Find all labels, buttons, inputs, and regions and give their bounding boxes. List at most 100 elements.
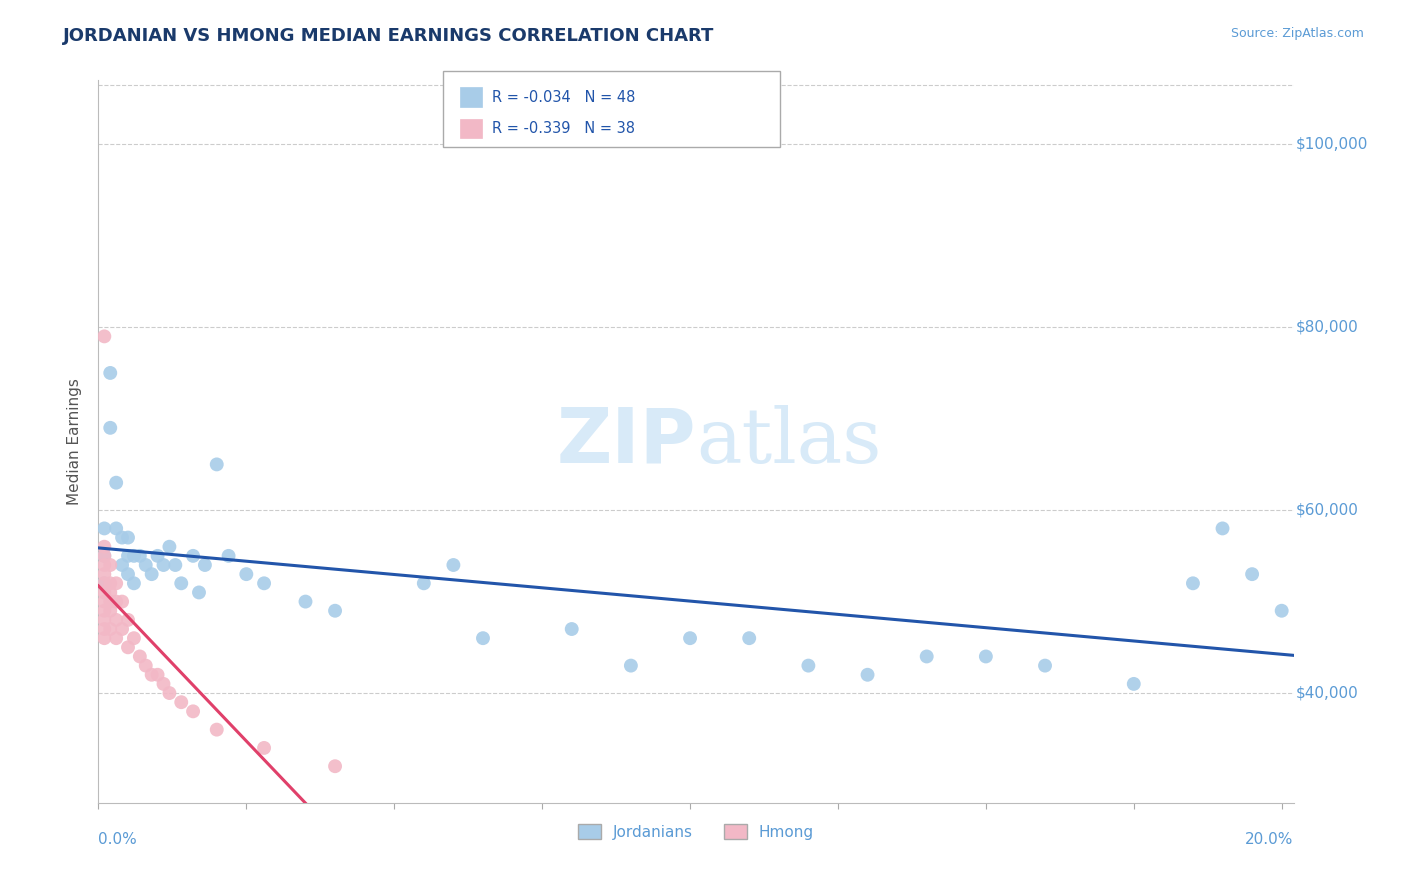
Text: 20.0%: 20.0% xyxy=(1246,831,1294,847)
Point xyxy=(117,531,139,545)
Point xyxy=(111,622,134,636)
Point xyxy=(105,613,128,627)
Point xyxy=(117,549,139,563)
Point xyxy=(105,475,128,490)
Text: atlas: atlas xyxy=(696,405,882,478)
Point xyxy=(122,576,145,591)
Point xyxy=(797,658,820,673)
Point xyxy=(93,329,115,343)
Point xyxy=(135,558,157,572)
Y-axis label: Median Earnings: Median Earnings xyxy=(67,378,83,505)
Point xyxy=(135,658,157,673)
Point xyxy=(93,622,115,636)
Point xyxy=(98,604,121,618)
Point xyxy=(105,521,128,535)
Point xyxy=(323,759,346,773)
Text: $80,000: $80,000 xyxy=(1296,319,1358,334)
Point xyxy=(323,604,346,618)
Point xyxy=(98,576,121,591)
Point xyxy=(98,585,121,599)
Point xyxy=(93,521,115,535)
Point xyxy=(93,540,115,554)
Point xyxy=(93,558,115,572)
Point xyxy=(117,613,139,627)
Point xyxy=(181,549,204,563)
Point xyxy=(915,649,938,664)
Text: Source: ZipAtlas.com: Source: ZipAtlas.com xyxy=(1230,27,1364,40)
Text: JORDANIAN VS HMONG MEDIAN EARNINGS CORRELATION CHART: JORDANIAN VS HMONG MEDIAN EARNINGS CORRE… xyxy=(63,27,714,45)
Point xyxy=(165,558,187,572)
Text: $60,000: $60,000 xyxy=(1296,502,1358,517)
Point xyxy=(93,549,115,563)
Point xyxy=(738,631,761,645)
Point xyxy=(157,686,180,700)
Point xyxy=(1122,677,1144,691)
Point xyxy=(679,631,702,645)
Point xyxy=(856,667,879,681)
Point xyxy=(253,740,276,755)
Point xyxy=(93,549,115,563)
Point xyxy=(98,421,121,435)
Point xyxy=(188,585,211,599)
Point xyxy=(1181,576,1204,591)
Point xyxy=(441,558,464,572)
Point xyxy=(98,594,121,608)
Point xyxy=(1271,604,1294,618)
Point xyxy=(98,622,121,636)
Point xyxy=(205,458,228,472)
Point xyxy=(105,594,128,608)
Point xyxy=(181,704,204,718)
Point xyxy=(93,613,115,627)
Point xyxy=(170,576,193,591)
Point xyxy=(93,567,115,582)
Text: 0.0%: 0.0% xyxy=(98,831,138,847)
Point xyxy=(117,567,139,582)
Point xyxy=(152,677,174,691)
Point xyxy=(157,540,180,554)
Point xyxy=(205,723,228,737)
Point xyxy=(111,594,134,608)
Point xyxy=(122,631,145,645)
Point xyxy=(93,576,115,591)
Point xyxy=(105,631,128,645)
Point xyxy=(98,366,121,380)
Point xyxy=(294,594,316,608)
Point xyxy=(93,576,115,591)
Point xyxy=(117,640,139,655)
Point xyxy=(253,576,276,591)
Point xyxy=(122,549,145,563)
Point xyxy=(235,567,257,582)
Point xyxy=(218,549,240,563)
Point xyxy=(105,576,128,591)
Point xyxy=(974,649,997,664)
Point xyxy=(98,558,121,572)
Text: R = -0.034   N = 48: R = -0.034 N = 48 xyxy=(492,90,636,104)
Text: $100,000: $100,000 xyxy=(1296,136,1368,152)
Point xyxy=(93,594,115,608)
Point xyxy=(146,549,169,563)
Point xyxy=(93,631,115,645)
Point xyxy=(561,622,583,636)
Text: ZIP: ZIP xyxy=(557,405,696,478)
Point xyxy=(472,631,495,645)
Point xyxy=(141,667,163,681)
Text: R = -0.339   N = 38: R = -0.339 N = 38 xyxy=(492,121,636,136)
Point xyxy=(194,558,217,572)
Point xyxy=(1212,521,1234,535)
Text: $40,000: $40,000 xyxy=(1296,686,1358,700)
Point xyxy=(146,667,169,681)
Point xyxy=(152,558,174,572)
Legend: Jordanians, Hmong: Jordanians, Hmong xyxy=(572,818,820,846)
Point xyxy=(620,658,643,673)
Point xyxy=(128,549,150,563)
Point xyxy=(412,576,434,591)
Point xyxy=(170,695,193,709)
Point xyxy=(111,558,134,572)
Point xyxy=(1241,567,1264,582)
Point xyxy=(93,585,115,599)
Point xyxy=(141,567,163,582)
Point xyxy=(93,604,115,618)
Point xyxy=(128,649,150,664)
Point xyxy=(1033,658,1056,673)
Point xyxy=(111,531,134,545)
